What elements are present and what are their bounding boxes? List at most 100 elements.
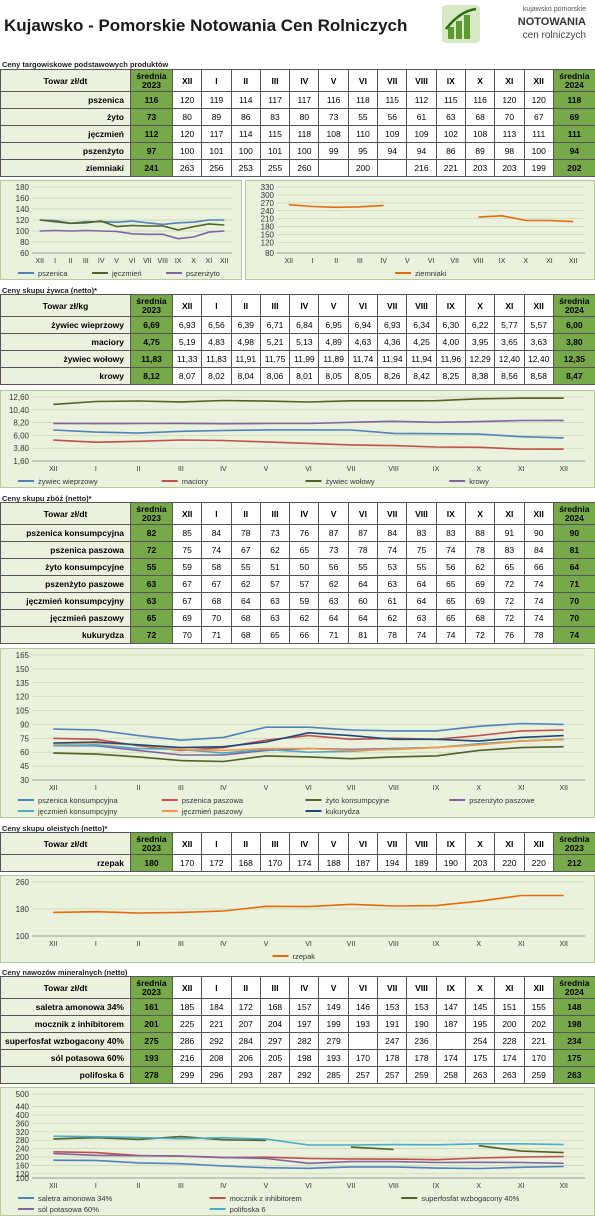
row-label: ziemniaki [0, 159, 131, 177]
table-cell: 64 [347, 609, 379, 627]
table-cell: 78 [377, 626, 408, 644]
row-label: pszenica konsumpcyjna [0, 524, 131, 542]
table-cell: 4,83 [201, 333, 232, 351]
table-cell: 8,05 [347, 367, 379, 385]
table-cell: 11,96 [435, 350, 466, 368]
table-cell: 12,29 [464, 350, 496, 368]
table-cell: 120 [523, 91, 554, 109]
y-tick-label: 500 [16, 1090, 30, 1099]
table-cell: 118 [289, 125, 320, 143]
table-cell: 285 [318, 1066, 349, 1084]
table-cell: 178 [377, 1049, 408, 1067]
column-header: Towar zł/dt [0, 502, 131, 525]
x-tick-label: XI [518, 1183, 525, 1190]
table-cell: 78 [347, 541, 379, 559]
legend-label: polifoska 6 [230, 1205, 266, 1214]
logo-arrow [445, 7, 477, 30]
table-cell: 69 [171, 609, 203, 627]
x-tick-label: IV [220, 1183, 227, 1190]
column-header: średnia 2023 [130, 832, 173, 855]
table-cell: 101 [259, 142, 291, 160]
series-line [53, 1135, 564, 1146]
table-cell: 76 [494, 626, 525, 644]
table-cell: 190 [435, 854, 466, 872]
series-line [53, 1159, 564, 1170]
table-cell: 11,83 [130, 350, 173, 368]
x-tick-label: I [95, 941, 97, 948]
table-cell: 69 [464, 592, 496, 610]
x-tick-label: X [476, 785, 481, 792]
table-cell: 67 [171, 592, 203, 610]
table-cell: 98 [494, 142, 525, 160]
table-cell: 70 [201, 609, 232, 627]
column-header: XI [494, 69, 525, 92]
table-cell: 221 [201, 1015, 232, 1033]
table-cell: 8,06 [259, 367, 291, 385]
column-header: II [230, 294, 261, 317]
row-label: superfosfat wzbogacony 40% [0, 1032, 131, 1050]
table-cell: 109 [406, 125, 437, 143]
table-cell: 198 [289, 1049, 320, 1067]
row-label: mocznik z inhibitorem [0, 1015, 131, 1033]
table-cell: 168 [230, 854, 261, 872]
column-header: IX [435, 832, 466, 855]
table-cell: 57 [259, 575, 291, 593]
table-cell: 94 [552, 142, 595, 160]
table-cell: 8,01 [289, 367, 320, 385]
table-cell: 68 [230, 609, 261, 627]
table-cell: 69 [552, 108, 595, 126]
table-cell: 71 [552, 575, 595, 593]
table-cell: 263 [171, 159, 203, 177]
y-tick-label: 45 [20, 762, 29, 771]
x-tick-label: IV [98, 258, 105, 265]
table-cell: 53 [377, 558, 408, 576]
table-cell: 185 [171, 998, 203, 1016]
row-label: rzepak [0, 854, 131, 872]
legend-label: rzepak [293, 952, 316, 961]
section-heading: Ceny targowiskowe podstawowych produktów [2, 60, 169, 69]
x-tick-label: II [136, 466, 140, 473]
x-tick-label: XI [518, 466, 525, 473]
table-row: jęczmień konsumpcyjny 63 67 68 64 63 59 63 60 61 6… [0, 592, 595, 610]
column-header: III [259, 976, 291, 999]
table-cell: 116 [464, 91, 496, 109]
table-cell: 100 [230, 142, 261, 160]
row-label: żyto [0, 108, 131, 126]
column-header: XI [494, 976, 525, 999]
table-row: jęczmień paszowy 65 69 70 68 63 62 64 64 62 63 65 68… [0, 609, 595, 627]
table-cell: 8,07 [171, 367, 203, 385]
column-header: Towar zł/dt [0, 69, 131, 92]
y-tick-label: 6,00 [13, 431, 29, 440]
x-tick-label: IX [175, 258, 182, 265]
table-cell: 74 [377, 541, 408, 559]
row-label: maciory [0, 333, 131, 351]
table-cell: 216 [406, 159, 437, 177]
table-cell: 174 [494, 1049, 525, 1067]
table-cell: 8,04 [230, 367, 261, 385]
row-label: kukurydza [0, 626, 131, 644]
x-tick-label: VI [129, 258, 136, 265]
column-header: VI [347, 832, 379, 855]
y-tick-label: 210 [261, 215, 275, 224]
column-header: XII [523, 502, 554, 525]
table-row: jęczmień 112 120 117 114 115 118 108 110 109 109 10… [0, 125, 595, 143]
table-cell: 6,56 [201, 316, 232, 334]
table-cell: 65 [130, 609, 173, 627]
table-cell: 147 [435, 998, 466, 1016]
table-cell: 55 [230, 558, 261, 576]
row-label: jęczmień paszowy [0, 609, 131, 627]
table-cell: 153 [406, 998, 437, 1016]
column-header: IV [289, 832, 320, 855]
table-cell [377, 159, 408, 177]
table-row: pszenżyto 97 100 101 100 101 100 99 95 94 94 86 89 98… [0, 142, 595, 160]
table-cell: 12,35 [552, 350, 595, 368]
y-tick-label: 150 [261, 231, 275, 240]
x-tick-label: XI [518, 941, 525, 948]
table-cell: 5,57 [523, 316, 554, 334]
table-cell: 203 [494, 159, 525, 177]
table-row: polifoska 6 278 299 296 293 287 292 285 257 257 25… [0, 1066, 595, 1084]
table-row: pszenżyto paszowe 63 67 67 62 57 57 62 64 63 64 65 6… [0, 575, 595, 593]
price-table: Towar zł/dt średnia 2023 XII I II III IV V VI VII… [0, 976, 595, 1084]
column-header: X [464, 976, 496, 999]
